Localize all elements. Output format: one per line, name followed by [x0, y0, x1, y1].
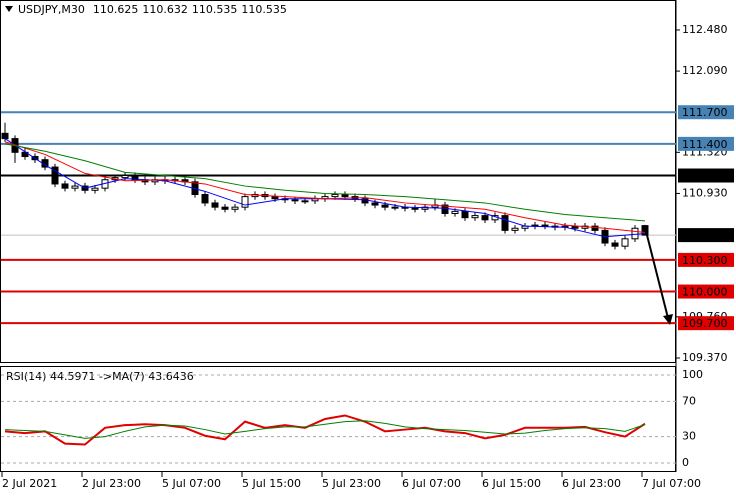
candle-body [471, 215, 479, 219]
candle-body [131, 175, 139, 181]
candle-body [71, 185, 79, 189]
x-tick-label: 2 Jul 23:00 [82, 477, 141, 490]
y-tick-label: 110.930 [682, 186, 728, 199]
rsi-line [4, 414, 646, 446]
candle-body [291, 199, 299, 202]
candle-body [221, 206, 229, 210]
level-label: 110.535 [682, 229, 728, 242]
moving-average [4, 141, 646, 233]
candle-body [511, 227, 519, 231]
level-label-box [678, 136, 734, 151]
moving-average [4, 143, 646, 222]
candle-body [1, 132, 9, 140]
candle-body [391, 206, 399, 209]
y-tick-label: 109.370 [682, 351, 728, 364]
candle-body [51, 166, 59, 185]
candle-body [241, 196, 249, 208]
y-tick-label: 112.480 [682, 23, 728, 36]
high: 110.632 [142, 3, 188, 16]
candle-body [121, 175, 129, 179]
rsi-ma-line [4, 420, 646, 439]
x-tick-label: 6 Jul 07:00 [402, 477, 461, 490]
level-label: 111.100 [682, 170, 728, 183]
candle-body [411, 207, 419, 210]
level-label-box [678, 105, 734, 120]
x-tick-label: 7 Jul 07:00 [642, 477, 701, 490]
candle-body [631, 227, 639, 240]
candle-body [211, 202, 219, 208]
x-tick-label: 5 Jul 07:00 [162, 477, 221, 490]
level-label-box [678, 316, 734, 331]
rsi-title: RSI(14) 44.5971 ->MA(7) 43.6436 [6, 370, 194, 383]
candle-body [201, 194, 209, 204]
candle-body [591, 225, 599, 231]
candle-body [341, 194, 349, 198]
candle-body [301, 200, 309, 203]
candle-body [91, 187, 99, 191]
y-tick-label: 70 [682, 394, 696, 407]
x-tick-label: 6 Jul 15:00 [482, 477, 541, 490]
y-tick-label: 100 [682, 368, 703, 381]
candle-body [481, 215, 489, 221]
close: 110.535 [241, 3, 287, 16]
candle-body [441, 204, 449, 214]
level-label: 109.700 [682, 317, 728, 330]
candle-body [271, 196, 279, 200]
y-tick-label: 0 [682, 456, 689, 469]
level-label-box [678, 168, 734, 183]
dropdown-icon[interactable] [5, 6, 13, 12]
candle-body [501, 215, 509, 231]
level-label-box [678, 284, 734, 299]
x-tick-label: 5 Jul 15:00 [242, 477, 301, 490]
symbol: USDJPY,M30 [18, 3, 85, 16]
level-label: 111.400 [682, 138, 728, 151]
arrow [646, 234, 669, 319]
low: 110.535 [192, 3, 238, 16]
y-tick-label: 112.090 [682, 64, 728, 77]
candle-body [381, 204, 389, 208]
x-tick-label: 5 Jul 23:00 [322, 477, 381, 490]
candle-body [621, 238, 629, 247]
candle-body [461, 210, 469, 219]
candle-body [611, 242, 619, 247]
candle-body [451, 210, 459, 214]
y-tick-label: 30 [682, 430, 696, 443]
candle-body [541, 224, 549, 227]
arrow-head [663, 314, 673, 325]
level-label: 110.300 [682, 254, 728, 267]
open: 110.625 [93, 3, 139, 16]
candle-body [371, 202, 379, 206]
level-label: 110.000 [682, 286, 728, 299]
x-tick-label: 2 Jul 2021 [2, 477, 57, 490]
level-label-box [678, 228, 734, 243]
candle-body [231, 206, 239, 210]
candle-body [331, 194, 339, 198]
level-label: 111.700 [682, 106, 728, 119]
level-label-box [678, 252, 734, 267]
candle-body [641, 225, 649, 236]
rsi-panel [0, 366, 676, 472]
candle-body [61, 183, 69, 189]
chart-header: USDJPY,M30 110.625 110.632 110.535 110.535 [18, 3, 287, 16]
x-tick-label: 6 Jul 23:00 [562, 477, 621, 490]
